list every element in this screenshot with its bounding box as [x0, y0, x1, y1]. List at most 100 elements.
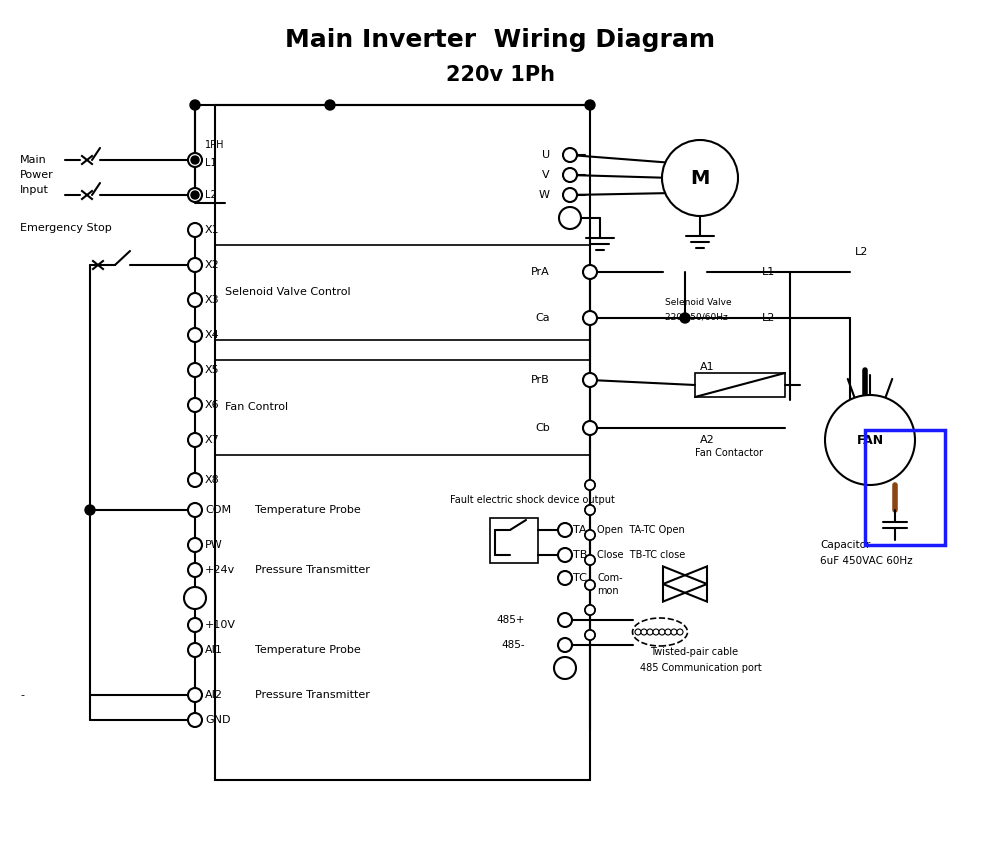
Text: L1: L1: [205, 158, 217, 168]
Text: L1: L1: [762, 267, 775, 277]
Circle shape: [559, 207, 581, 229]
Text: GND: GND: [205, 715, 230, 725]
Circle shape: [585, 580, 595, 590]
Bar: [865, 430, 945, 545]
Text: mon: mon: [597, 586, 619, 596]
Text: X7: X7: [205, 435, 220, 445]
Text: M: M: [690, 169, 710, 187]
Circle shape: [585, 605, 595, 615]
Circle shape: [558, 571, 572, 585]
Text: Com-: Com-: [597, 573, 623, 583]
Circle shape: [647, 629, 653, 635]
Text: Twisted-pair cable: Twisted-pair cable: [650, 647, 738, 657]
Text: Fault electric shock device output: Fault electric shock device output: [450, 495, 615, 505]
Text: COM: COM: [205, 505, 231, 515]
Circle shape: [585, 630, 595, 640]
Circle shape: [188, 328, 202, 342]
Text: 220v 1Ph: 220v 1Ph: [446, 65, 554, 85]
Text: Fan Control: Fan Control: [225, 402, 288, 412]
Text: Ca: Ca: [535, 313, 550, 323]
Circle shape: [558, 523, 572, 537]
Text: PrB: PrB: [531, 375, 550, 385]
Text: Pressure Transmitter: Pressure Transmitter: [255, 690, 370, 700]
Text: X1: X1: [205, 225, 220, 235]
Circle shape: [188, 153, 202, 167]
Circle shape: [190, 100, 200, 110]
Circle shape: [554, 657, 576, 679]
Circle shape: [585, 480, 595, 490]
Circle shape: [665, 629, 671, 635]
Circle shape: [188, 223, 202, 237]
Circle shape: [583, 373, 597, 387]
Circle shape: [585, 530, 595, 540]
Text: X8: X8: [205, 475, 220, 485]
Text: V: V: [542, 170, 550, 180]
Circle shape: [583, 421, 597, 435]
Circle shape: [85, 505, 95, 515]
Circle shape: [188, 398, 202, 412]
Text: X2: X2: [205, 260, 220, 270]
Circle shape: [671, 629, 677, 635]
Text: 485-: 485-: [501, 640, 525, 650]
Circle shape: [563, 188, 577, 202]
Text: Main Inverter  Wiring Diagram: Main Inverter Wiring Diagram: [285, 28, 715, 52]
Circle shape: [558, 638, 572, 652]
Circle shape: [191, 191, 199, 199]
Text: L2: L2: [762, 313, 775, 323]
Text: 6uF 450VAC 60Hz: 6uF 450VAC 60Hz: [820, 556, 913, 566]
Text: Power: Power: [20, 170, 54, 180]
Circle shape: [585, 555, 595, 565]
Text: U: U: [542, 150, 550, 160]
Text: 485 Communication port: 485 Communication port: [640, 663, 762, 673]
Text: TC: TC: [573, 573, 587, 583]
Text: TB: TB: [573, 550, 587, 560]
Text: Close  TB-TC close: Close TB-TC close: [597, 550, 685, 560]
Circle shape: [585, 555, 595, 565]
Circle shape: [680, 313, 690, 323]
Circle shape: [184, 587, 206, 609]
Text: Capacitor: Capacitor: [820, 540, 870, 550]
Circle shape: [585, 630, 595, 640]
Text: 1PH: 1PH: [205, 140, 224, 150]
Bar: [490, 518, 538, 563]
Bar: [215, 105, 590, 780]
Circle shape: [558, 613, 572, 627]
Text: L2: L2: [855, 247, 868, 257]
Text: W: W: [539, 190, 550, 200]
Circle shape: [188, 563, 202, 577]
Circle shape: [585, 480, 595, 490]
Text: Open  TA-TC Open: Open TA-TC Open: [597, 525, 685, 535]
Text: Pressure Transmitter: Pressure Transmitter: [255, 565, 370, 575]
Circle shape: [563, 168, 577, 182]
Circle shape: [585, 100, 595, 110]
Text: Fan Contactor: Fan Contactor: [695, 448, 763, 458]
Text: PrA: PrA: [531, 267, 550, 277]
Circle shape: [653, 629, 659, 635]
Text: Main: Main: [20, 155, 47, 165]
Circle shape: [585, 530, 595, 540]
Circle shape: [641, 629, 647, 635]
Circle shape: [558, 548, 572, 562]
Circle shape: [635, 629, 641, 635]
Bar: [215, 245, 590, 340]
Circle shape: [188, 363, 202, 377]
Text: Selenoid Valve Control: Selenoid Valve Control: [225, 287, 351, 297]
Text: X5: X5: [205, 365, 220, 375]
Circle shape: [659, 629, 665, 635]
Text: A2: A2: [700, 435, 715, 445]
Text: 485+: 485+: [496, 615, 525, 625]
Circle shape: [325, 100, 335, 110]
Circle shape: [188, 188, 202, 202]
Circle shape: [188, 293, 202, 307]
Circle shape: [188, 258, 202, 272]
Text: Temperature Probe: Temperature Probe: [255, 645, 361, 655]
Circle shape: [188, 538, 202, 552]
Text: X4: X4: [205, 330, 220, 340]
Text: A1: A1: [700, 362, 715, 372]
Text: +24v: +24v: [205, 565, 235, 575]
Circle shape: [583, 311, 597, 325]
Circle shape: [585, 505, 595, 515]
Text: X3: X3: [205, 295, 220, 305]
Text: +10V: +10V: [205, 620, 236, 630]
Circle shape: [563, 148, 577, 162]
